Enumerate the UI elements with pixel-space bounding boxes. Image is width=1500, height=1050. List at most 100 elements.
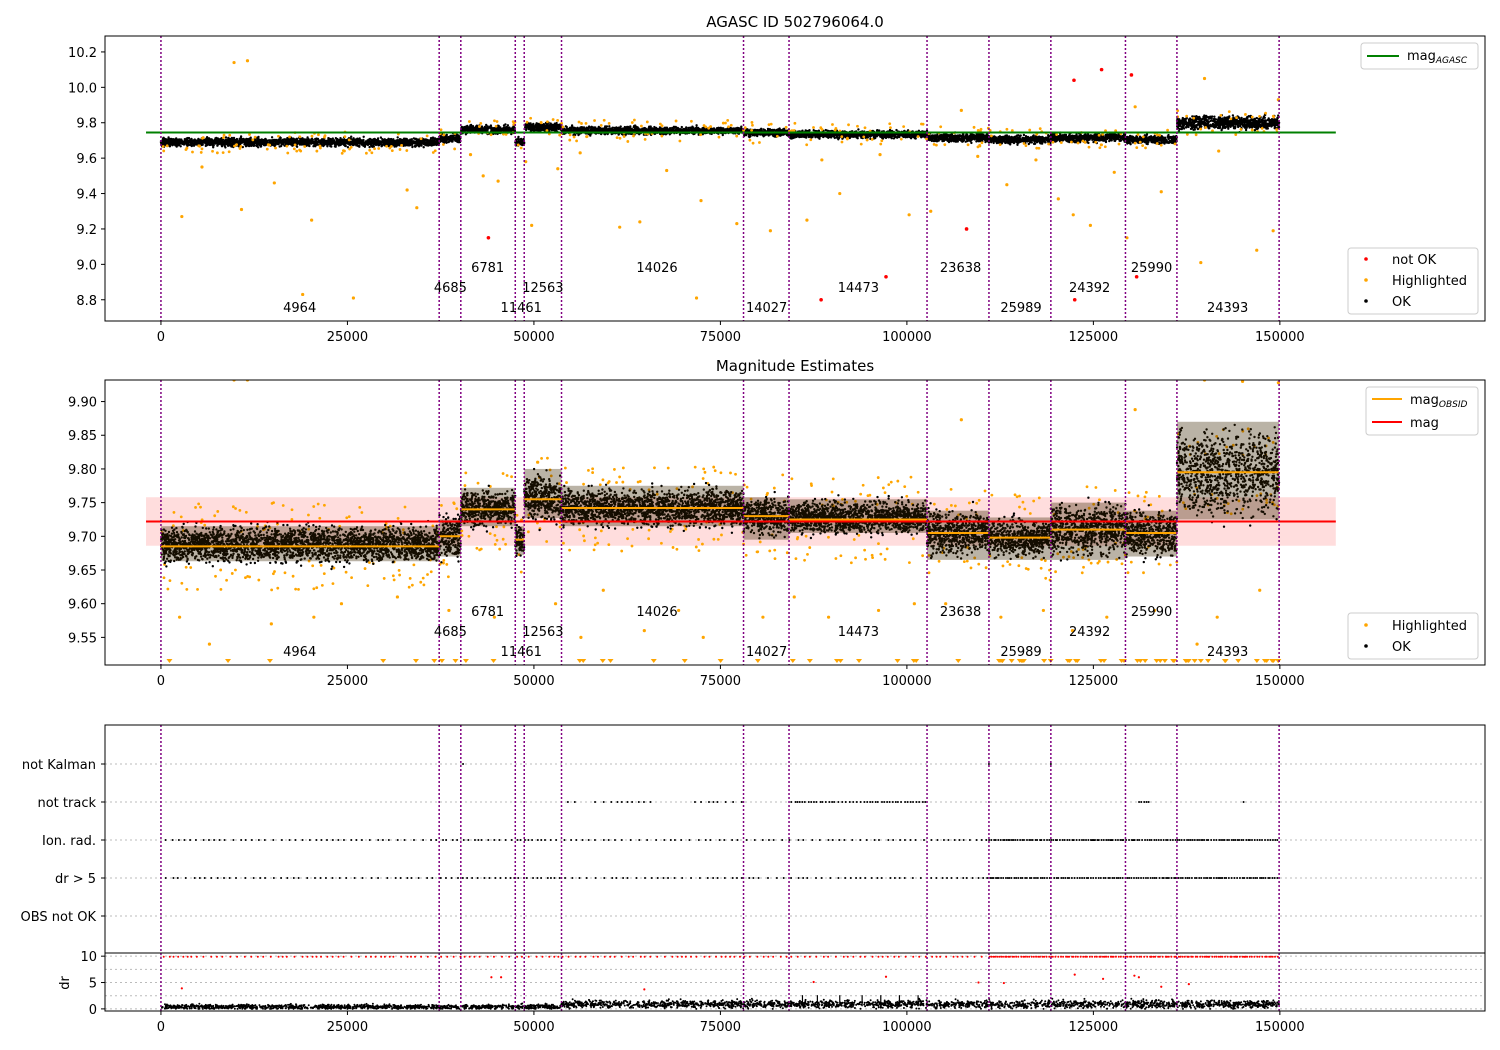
highlighted-point bbox=[665, 168, 669, 173]
highlighted-point bbox=[1264, 111, 1267, 115]
highlighted-point bbox=[606, 481, 610, 485]
highlighted-point bbox=[1059, 141, 1063, 145]
highlighted-point bbox=[1135, 146, 1139, 149]
panel2-legend-top: magOBSID mag bbox=[1365, 386, 1479, 436]
highlighted-point bbox=[990, 134, 993, 138]
highlighted-point bbox=[478, 125, 481, 128]
not-ok-point bbox=[964, 227, 969, 231]
highlighted-point bbox=[861, 483, 865, 487]
highlighted-point bbox=[232, 60, 236, 65]
dr-outlier-point bbox=[812, 980, 815, 984]
highlighted-point bbox=[1013, 493, 1017, 497]
dr-outlier-point bbox=[180, 987, 183, 990]
highlighted-point bbox=[701, 635, 705, 639]
highlighted-point bbox=[286, 151, 290, 155]
x-tick-label: 75000 bbox=[700, 1020, 741, 1035]
highlighted-point bbox=[998, 143, 1002, 147]
highlighted-point bbox=[526, 530, 530, 534]
highlighted-point bbox=[1141, 144, 1145, 147]
highlighted-point bbox=[273, 570, 276, 573]
y-tick-label: 10.2 bbox=[68, 46, 97, 61]
highlighted-point bbox=[1087, 145, 1091, 149]
panel3-frame bbox=[104, 724, 1486, 954]
highlighted-point bbox=[1001, 564, 1005, 568]
not-ok-point bbox=[1072, 297, 1077, 302]
highlighted-point bbox=[319, 563, 323, 567]
highlighted-point bbox=[694, 545, 698, 549]
highlighted-point bbox=[585, 135, 589, 138]
highlighted-point bbox=[1227, 110, 1231, 114]
highlighted-point bbox=[338, 524, 342, 528]
highlighted-point bbox=[505, 474, 509, 477]
highlighted-point bbox=[972, 125, 976, 129]
highlighted-point bbox=[238, 147, 242, 150]
legend-highlighted: Highlighted bbox=[1392, 274, 1467, 289]
highlighted-point bbox=[358, 505, 362, 509]
highlighted-point bbox=[724, 121, 727, 125]
legend-mag-obsid-main: mag bbox=[1410, 393, 1439, 408]
not-ok-point bbox=[819, 297, 823, 302]
out-of-range-marker bbox=[837, 659, 844, 663]
highlighted-point bbox=[162, 149, 166, 153]
highlighted-point bbox=[975, 501, 979, 505]
out-of-range-marker bbox=[266, 659, 273, 663]
highlighted-point bbox=[563, 466, 567, 470]
out-of-range-marker bbox=[1275, 659, 1282, 663]
highlighted-point bbox=[1094, 140, 1098, 144]
highlighted-point bbox=[565, 481, 568, 484]
out-of-range-marker bbox=[955, 659, 962, 663]
highlighted-point bbox=[1062, 555, 1065, 559]
panel1-legend-bottom: not OK Highlighted OK bbox=[1347, 247, 1479, 315]
highlighted-point bbox=[199, 151, 203, 154]
highlighted-point bbox=[1047, 142, 1051, 146]
highlighted-point bbox=[1035, 146, 1039, 150]
highlighted-point bbox=[631, 527, 635, 531]
highlighted-point bbox=[455, 507, 459, 511]
highlighted-point bbox=[792, 595, 796, 599]
highlighted-point bbox=[962, 560, 966, 564]
out-of-range-marker bbox=[1235, 659, 1242, 663]
highlighted-point bbox=[553, 602, 558, 606]
highlighted-point bbox=[270, 588, 274, 592]
highlighted-point bbox=[984, 566, 988, 570]
highlighted-point bbox=[726, 119, 730, 122]
highlighted-point bbox=[1235, 116, 1238, 120]
highlighted-point bbox=[1244, 113, 1247, 116]
highlighted-point bbox=[1112, 170, 1116, 174]
highlighted-point bbox=[219, 568, 223, 572]
highlighted-point bbox=[655, 492, 659, 496]
highlighted-point bbox=[1017, 564, 1021, 568]
out-of-range-marker bbox=[1261, 659, 1268, 663]
highlighted-point bbox=[1229, 117, 1233, 121]
highlighted-point bbox=[879, 142, 883, 146]
highlighted-point bbox=[871, 556, 874, 560]
highlighted-point bbox=[658, 122, 662, 126]
x-tick-label: 100000 bbox=[882, 674, 932, 689]
highlighted-point bbox=[636, 480, 640, 484]
dr-outlier-point bbox=[643, 988, 646, 991]
highlighted-point bbox=[697, 549, 701, 553]
out-of-range-marker bbox=[910, 659, 917, 663]
highlighted-point bbox=[870, 137, 874, 141]
highlighted-point bbox=[1258, 588, 1262, 592]
highlighted-point bbox=[1037, 496, 1041, 500]
highlighted-point bbox=[729, 123, 733, 127]
highlighted-point bbox=[761, 615, 765, 619]
legend-mag-obsid-label: magOBSID bbox=[1410, 393, 1468, 410]
highlighted-point bbox=[615, 136, 619, 140]
highlighted-point bbox=[1234, 133, 1238, 136]
x-tick-label: 0 bbox=[157, 674, 165, 689]
highlighted-point bbox=[493, 542, 497, 546]
highlighted-point bbox=[854, 499, 857, 503]
highlighted-point bbox=[558, 133, 562, 137]
highlighted-point bbox=[180, 581, 184, 585]
highlighted-point bbox=[442, 133, 446, 137]
highlighted-point bbox=[344, 570, 348, 574]
highlighted-point bbox=[228, 133, 232, 137]
highlighted-point bbox=[694, 296, 699, 300]
highlighted-point bbox=[1092, 502, 1096, 506]
highlighted-point bbox=[468, 153, 473, 157]
highlighted-point bbox=[618, 136, 622, 140]
highlighted-point bbox=[830, 490, 834, 494]
highlighted-point bbox=[291, 574, 295, 578]
